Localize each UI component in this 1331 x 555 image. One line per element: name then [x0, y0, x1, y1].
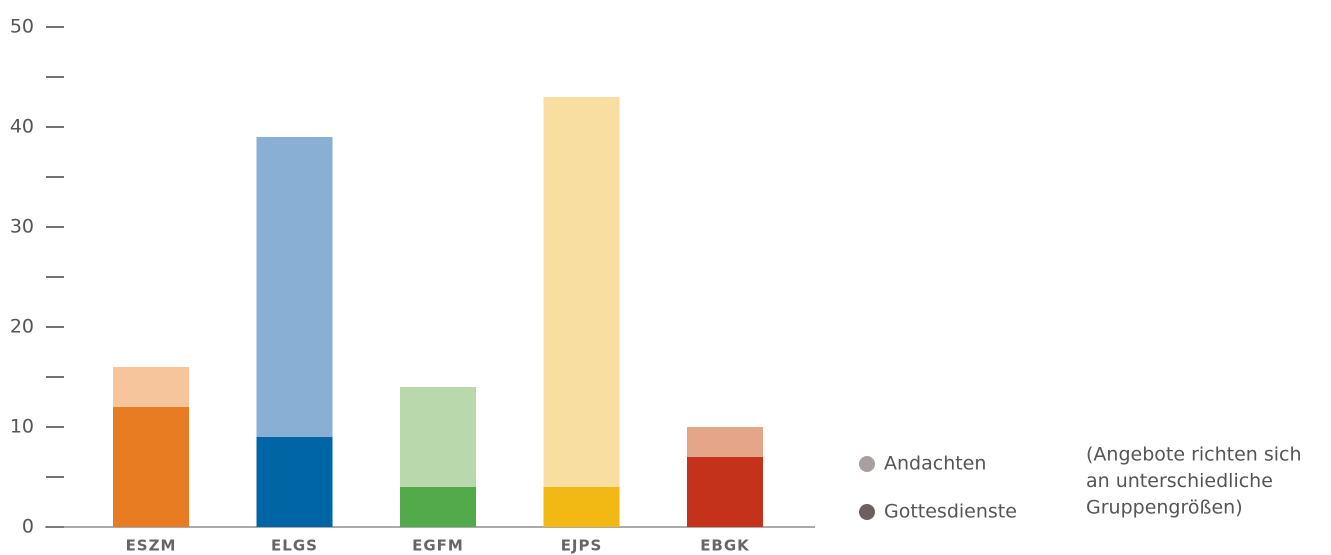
y-tick-label: 0	[22, 516, 34, 538]
bar-segment	[256, 137, 333, 437]
legend-label: Andachten	[884, 453, 986, 475]
note: Gruppengrößen)	[1086, 497, 1243, 519]
legend-label: Gottesdienste	[884, 501, 1017, 523]
legend-swatch	[859, 504, 875, 520]
bar-segment	[113, 367, 189, 407]
y-tick-label: 20	[10, 316, 34, 338]
bar-segment	[687, 457, 763, 527]
x-tick-label: EBGK	[700, 537, 750, 555]
x-tick-label: ESZM	[126, 537, 177, 555]
y-tick-label: 30	[10, 216, 34, 238]
y-tick-label: 40	[10, 116, 34, 138]
bar-segment	[400, 387, 476, 487]
bar-segment	[687, 427, 763, 457]
x-tick-label: ELGS	[271, 537, 318, 555]
bar-segment	[113, 407, 189, 527]
x-tick-label: EGFM	[412, 537, 464, 555]
bar-segment	[256, 437, 333, 527]
y-tick-label: 10	[10, 416, 34, 438]
note: an unterschiedliche	[1086, 470, 1273, 492]
bar-segment	[400, 487, 476, 527]
bar-segment	[543, 97, 620, 487]
x-tick-label: EJPS	[561, 537, 603, 555]
legend-swatch	[859, 456, 875, 472]
note: (Angebote richten sich	[1086, 444, 1302, 466]
y-tick-label: 50	[10, 16, 34, 38]
bar-segment	[543, 487, 620, 527]
